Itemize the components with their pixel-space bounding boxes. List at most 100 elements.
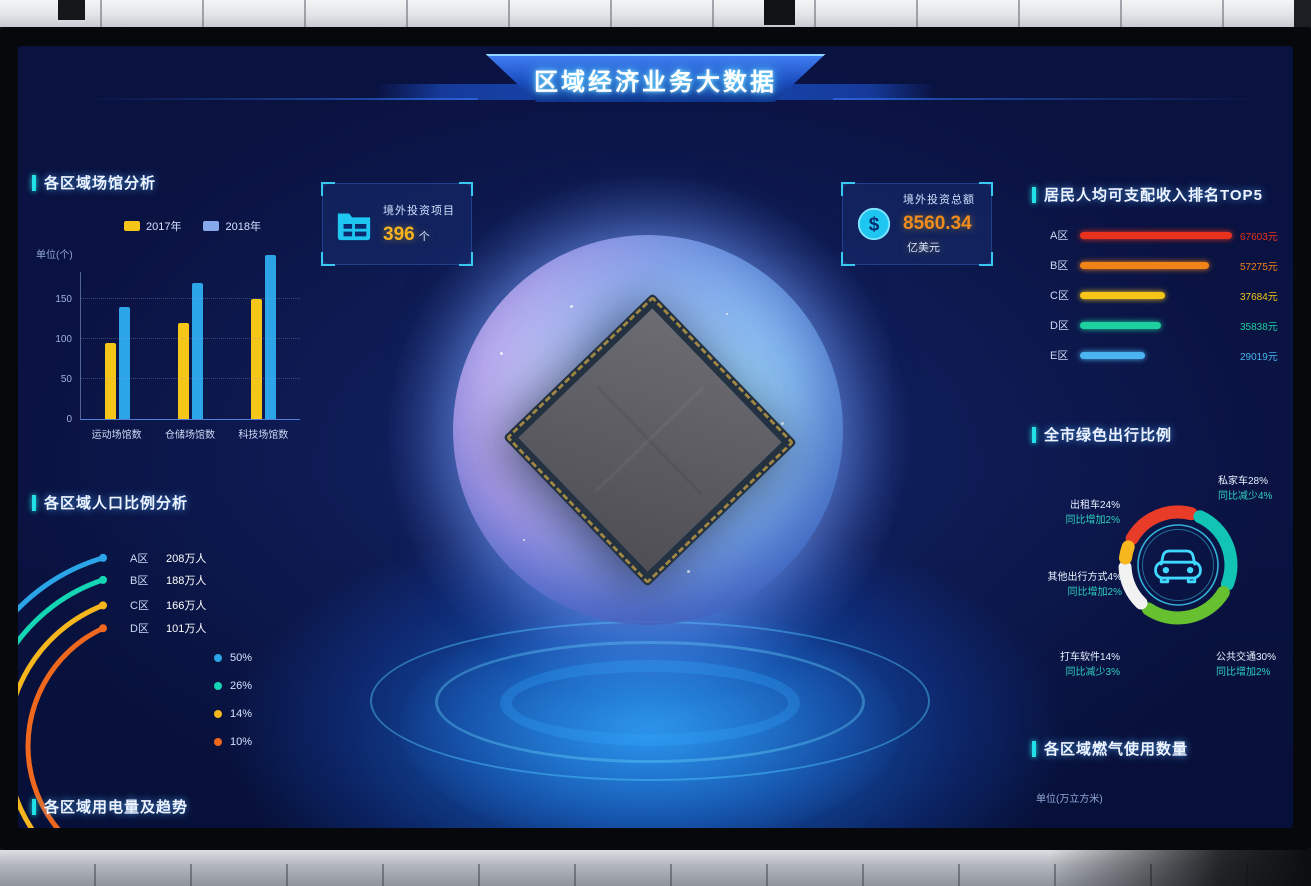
decor-line — [833, 98, 1263, 100]
population-row: C区 166万人 — [130, 597, 206, 613]
donut-yoy-text: 同比减少4% — [1218, 491, 1273, 502]
population-arc-chart — [18, 553, 107, 828]
legend-swatch — [203, 221, 220, 231]
bar-group — [178, 283, 203, 419]
arc-end-dot — [99, 553, 107, 562]
stat-card-investment: $ 境外投资总额 8560.34 亿美元 — [841, 182, 993, 266]
constellation-dot — [499, 352, 503, 355]
legend-item: 2017年 — [124, 218, 181, 234]
income-top5-chart: A区 67603元 B区 57275元 C区 37684元 D区 35838元 E区 29019元 — [1050, 228, 1286, 363]
gridline — [81, 338, 300, 339]
section-title: 各区域用电量及趋势 — [44, 799, 189, 816]
stat-label: 境外投资项目 — [383, 205, 455, 217]
donut-inner-ring — [1137, 524, 1219, 606]
y-tick-label: 150 — [55, 294, 72, 305]
wall-notch — [58, 0, 85, 20]
donut-yoy-text: 同比减少3% — [1065, 667, 1120, 678]
section-header-green-travel: 全市绿色出行比例 — [1032, 424, 1172, 445]
dollar-icon: $ — [857, 207, 891, 241]
constellation-dot — [687, 570, 690, 574]
header-accent-bar — [32, 798, 36, 815]
stat-number: 396 — [383, 224, 415, 245]
tile-seams — [0, 0, 1311, 27]
constellation-dot — [523, 539, 526, 542]
bar-2017年 — [251, 299, 262, 419]
section-title: 各区域场馆分析 — [44, 175, 157, 192]
donut-arcs — [1118, 505, 1238, 625]
corner-bracket — [841, 182, 855, 196]
wall-tiles-top — [0, 0, 1311, 27]
y-tick-label: 0 — [66, 414, 72, 425]
population-label: C区 — [130, 600, 149, 613]
income-region-label: B区 — [1050, 260, 1069, 272]
bar-2018年 — [265, 255, 276, 419]
bar-groups — [81, 255, 300, 419]
section-title: 各区域燃气使用数量 — [1044, 741, 1189, 758]
venues-bar-chart — [80, 255, 300, 420]
header-accent-bar — [1032, 740, 1036, 757]
donut-label-taxi: 出租车24% 同比增加2% — [1000, 498, 1120, 528]
header-accent-bar — [32, 494, 36, 511]
percent-label: 14% — [230, 708, 253, 720]
income-row: A区 67603元 — [1050, 228, 1286, 243]
percent-label: 50% — [230, 652, 253, 664]
population-value: 188万人 — [166, 574, 207, 587]
legend-dot — [214, 654, 222, 662]
green-travel-donut — [1108, 495, 1248, 635]
donut-inner-ring — [1142, 529, 1214, 601]
income-bar-track — [1080, 351, 1232, 359]
donut-segment-出租车24% — [1125, 505, 1198, 545]
section-header-income: 居民人均可支配收入排名TOP5 — [1032, 184, 1263, 205]
axis-unit-label: 单位(万立方米) — [1036, 794, 1103, 805]
population-arc — [25, 625, 106, 828]
header-accent-bar — [32, 174, 36, 191]
donut-segment-其他出行方式4% — [1118, 540, 1135, 565]
platform-ring — [500, 660, 800, 746]
bar-2018年 — [119, 307, 130, 419]
income-bar — [1080, 231, 1232, 239]
donut-label-text: 公共交通30% — [1216, 652, 1277, 663]
axis-unit-label: 单位(个) — [36, 250, 73, 261]
bar-2017年 — [178, 323, 189, 419]
y-tick-label: 100 — [55, 334, 72, 345]
bar-2017年 — [105, 343, 116, 419]
donut-label-text: 其他出行方式4% — [1047, 572, 1122, 583]
stat-number: 8560.34 — [903, 213, 972, 234]
donut-label-text: 打车软件14% — [1059, 652, 1120, 663]
corner-bracket — [459, 182, 473, 196]
corner-bracket — [841, 252, 855, 266]
income-bar-track — [1080, 261, 1232, 269]
donut-yoy-text: 同比增加2% — [1065, 515, 1120, 526]
income-bar-track — [1080, 321, 1232, 329]
income-region-label: A区 — [1050, 230, 1069, 242]
gridline — [81, 378, 300, 379]
donut-label-text: 私家车28% — [1218, 476, 1269, 487]
income-value: 57275元 — [1240, 261, 1278, 273]
population-value: 208万人 — [166, 552, 207, 565]
income-bar — [1080, 291, 1165, 299]
income-row: E区 29019元 — [1050, 348, 1286, 363]
stat-card-projects: 境外投资项目 396 个 — [321, 182, 473, 266]
stat-value: 396 个 — [383, 224, 455, 246]
income-value: 37684元 — [1240, 291, 1278, 303]
x-axis-labels: 运动场馆数 仓储场馆数 科技场馆数 — [80, 426, 300, 441]
section-header-venues: 各区域场馆分析 — [32, 172, 156, 193]
population-row: A区 208万人 — [130, 550, 206, 566]
wall-shelf-bottom — [0, 850, 1311, 886]
percent-legend-row: 14% — [214, 708, 252, 720]
percent-legend-row: 50% — [214, 652, 252, 664]
section-header-gas: 各区域燃气使用数量 — [1032, 738, 1188, 759]
header-accent-bar — [1032, 186, 1036, 203]
gridline — [81, 298, 300, 299]
stat-label: 境外投资总额 — [903, 194, 975, 206]
donut-label-text: 出租车24% — [1069, 500, 1120, 511]
section-title: 全市绿色出行比例 — [1044, 427, 1173, 444]
legend-label: 2017年 — [146, 221, 182, 233]
income-row: C区 37684元 — [1050, 288, 1286, 303]
car-icon — [1154, 549, 1202, 584]
section-header-population: 各区域人口比例分析 — [32, 492, 188, 513]
header-accent-bar — [1032, 426, 1036, 443]
constellation-dot — [726, 313, 728, 315]
arc-end-dot — [99, 624, 107, 633]
population-label: D区 — [130, 623, 149, 636]
